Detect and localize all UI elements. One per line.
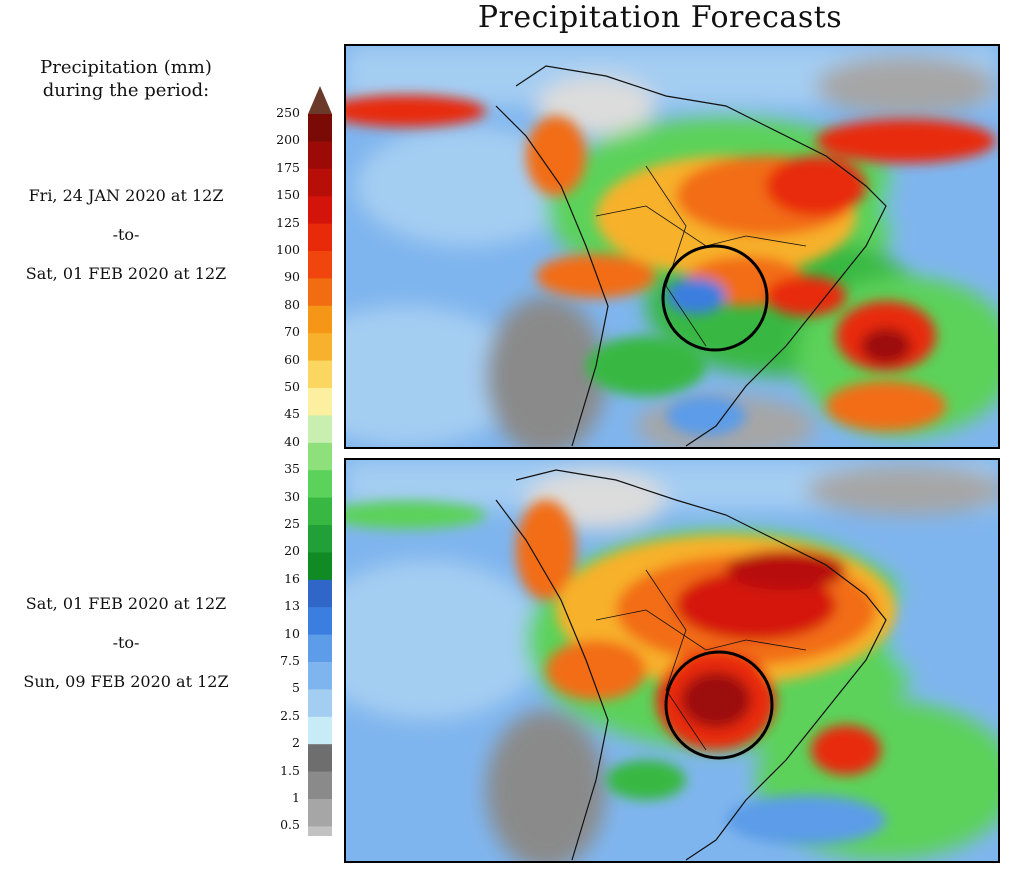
colorbar-tick-label: 80	[284, 296, 300, 312]
period-2-from: Sat, 01 FEB 2020 at 12Z	[25, 594, 227, 613]
highlight-circle	[661, 244, 769, 352]
colorbar-tick-label: 60	[284, 351, 300, 367]
colorbar-tick-label: 70	[284, 324, 300, 340]
period-2-sep: -to-	[112, 633, 140, 652]
forecast-map-period-1	[344, 44, 1000, 449]
colorbar-segment	[308, 771, 332, 800]
colorbar-tick-label: 1	[292, 790, 300, 805]
colorbar-tick-label: 175	[276, 159, 300, 175]
colorbar-tick-label: 150	[276, 187, 300, 203]
colorbar-tick-label: 250	[276, 105, 300, 120]
colorbar-segment	[308, 388, 332, 416]
colorbar-segment	[308, 360, 332, 389]
page-title: Precipitation Forecasts	[477, 0, 843, 35]
period-1-to: Sat, 01 FEB 2020 at 12Z	[25, 264, 227, 283]
colorbar-segment	[308, 251, 332, 279]
colorbar-tick-label: 90	[284, 269, 300, 285]
colorbar-tick-label: 45	[284, 406, 300, 422]
highlight-circle	[664, 650, 774, 760]
forecast-map-period-2	[344, 458, 1000, 863]
period-1-from: Fri, 24 JAN 2020 at 12Z	[28, 186, 224, 205]
colorbar-tick-label: 0.5	[280, 817, 300, 833]
colorbar-tick-label: 13	[284, 598, 300, 614]
legend-title-line2: during the period:	[42, 80, 210, 101]
legend-title: Precipitation (mm) during the period:	[10, 56, 242, 102]
period-2-to: Sun, 09 FEB 2020 at 12Z	[23, 672, 229, 691]
colorbar-segment	[308, 497, 332, 526]
colorbar-segment	[308, 552, 332, 581]
colorbar-segment	[308, 196, 332, 225]
colorbar-tick-label: 40	[284, 433, 300, 449]
colorbar-tick-label: 16	[284, 570, 300, 586]
colorbar-segment	[308, 716, 332, 745]
colorbar-tick-label: 2.5	[280, 707, 300, 723]
colorbar-segment	[308, 141, 332, 170]
colorbar-tick-label: 5	[292, 680, 300, 696]
colorbar-tick-label: 200	[276, 132, 300, 148]
colorbar-segment	[308, 689, 332, 718]
colorbar-segment	[308, 579, 332, 608]
colorbar-segment	[308, 168, 332, 197]
colorbar-tick-label: 20	[284, 543, 300, 559]
colorbar-tick-label: 30	[284, 488, 300, 504]
colorbar-segment	[308, 114, 332, 142]
colorbar-tick-label: 7.5	[280, 653, 300, 668]
colorbar-tick-label: 125	[276, 214, 300, 230]
colorbar-tick-label: 25	[284, 516, 300, 531]
colorbar-segment	[308, 415, 332, 444]
precipitation-colorbar	[308, 86, 332, 836]
legend-title-line1: Precipitation (mm)	[40, 57, 212, 78]
colorbar-tick-label: 50	[284, 379, 300, 394]
colorbar-top-arrow	[308, 86, 332, 114]
colorbar-segment	[308, 470, 332, 499]
colorbar-segment	[308, 744, 332, 773]
period-1-label: Fri, 24 JAN 2020 at 12Z -to- Sat, 01 FEB…	[10, 186, 242, 303]
colorbar-segment	[308, 278, 332, 307]
colorbar-tick-label: 100	[276, 242, 300, 257]
colorbar-segment	[308, 799, 332, 827]
colorbar-segment	[308, 826, 332, 836]
period-2-label: Sat, 01 FEB 2020 at 12Z -to- Sun, 09 FEB…	[10, 594, 242, 711]
colorbar-segment	[308, 442, 332, 471]
colorbar-tick-label: 10	[284, 625, 300, 641]
colorbar-tick-label: 1.5	[280, 762, 300, 778]
colorbar-tick-label: 35	[284, 461, 300, 477]
colorbar-segment	[308, 634, 332, 663]
period-1-sep: -to-	[112, 225, 140, 244]
colorbar-segment	[308, 662, 332, 690]
colorbar-segment	[308, 223, 332, 252]
colorbar-tick-label: 2	[292, 735, 300, 751]
colorbar-segment	[308, 525, 332, 553]
colorbar-segment	[308, 333, 332, 362]
colorbar-segment	[308, 607, 332, 636]
colorbar-segment	[308, 305, 332, 334]
